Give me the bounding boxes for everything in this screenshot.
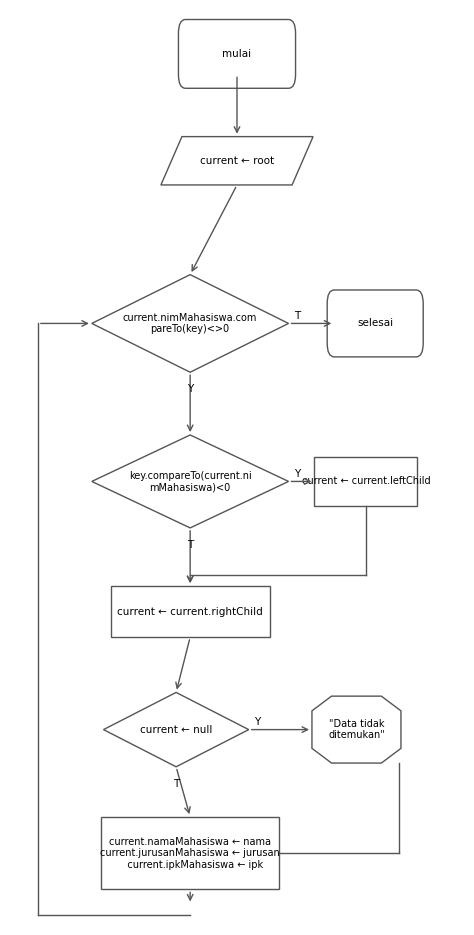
Text: current.namaMahasiswa ← nama
current.jurusanMahasiswa ← jurusan
   current.ipkMa: current.namaMahasiswa ← nama current.jur… xyxy=(100,837,280,870)
Bar xyxy=(101,817,279,889)
Text: Y: Y xyxy=(254,717,260,727)
Polygon shape xyxy=(312,697,401,763)
Text: current ← root: current ← root xyxy=(200,156,274,165)
Text: selesai: selesai xyxy=(357,319,393,328)
Text: T: T xyxy=(173,779,179,788)
FancyBboxPatch shape xyxy=(327,290,423,357)
Bar xyxy=(314,457,417,506)
Text: Y: Y xyxy=(294,469,300,479)
Text: mulai: mulai xyxy=(222,49,252,59)
Text: T: T xyxy=(187,539,193,550)
Polygon shape xyxy=(103,693,249,767)
Text: key.compareTo(current.ni
mMahasiswa)<0: key.compareTo(current.ni mMahasiswa)<0 xyxy=(129,470,252,492)
Polygon shape xyxy=(161,137,313,185)
Bar xyxy=(110,586,270,637)
Text: Y: Y xyxy=(187,384,193,394)
Text: "Data tidak
ditemukan": "Data tidak ditemukan" xyxy=(328,719,385,741)
Text: current ← null: current ← null xyxy=(140,725,212,735)
Text: current.nimMahasiswa.com
pareTo(key)<>0: current.nimMahasiswa.com pareTo(key)<>0 xyxy=(123,312,257,334)
Polygon shape xyxy=(92,275,289,372)
Polygon shape xyxy=(92,435,289,528)
Text: T: T xyxy=(294,311,300,321)
FancyBboxPatch shape xyxy=(178,20,296,88)
Text: current ← current.leftChild: current ← current.leftChild xyxy=(301,477,430,486)
Text: current ← current.rightChild: current ← current.rightChild xyxy=(117,607,263,616)
